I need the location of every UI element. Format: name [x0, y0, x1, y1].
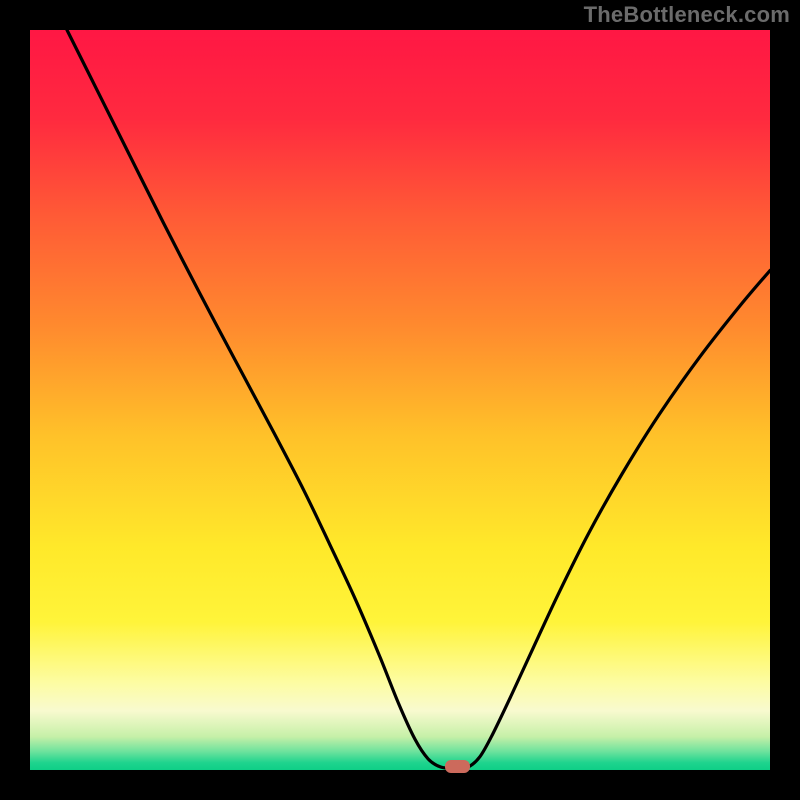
chart-frame: TheBottleneck.com	[0, 0, 800, 800]
optimum-marker	[445, 760, 470, 773]
bottleneck-curve	[30, 30, 770, 770]
watermark-text: TheBottleneck.com	[584, 2, 790, 28]
plot-area	[30, 30, 770, 770]
